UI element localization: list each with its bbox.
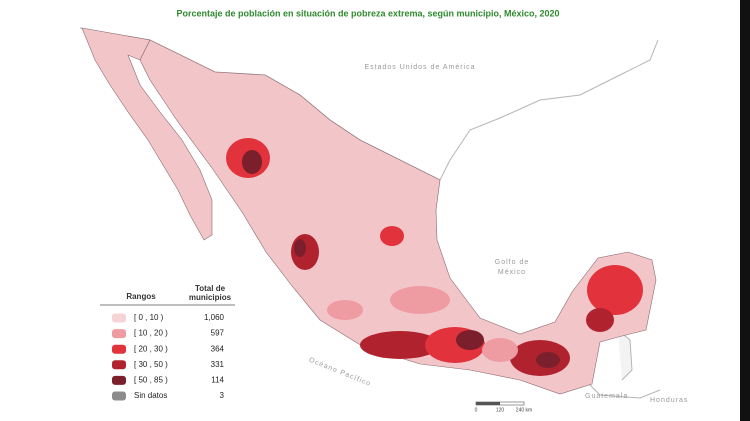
legend-swatch [112, 329, 126, 339]
legend-swatch [112, 360, 126, 370]
scale-label: 120 [496, 407, 505, 413]
usa-label: Estados Unidos de América [365, 64, 476, 71]
area [587, 265, 643, 315]
guatemala-label: Guatemala [585, 393, 628, 400]
area [242, 150, 262, 174]
legend: Rangos Total de municipios [ 0 , 10 ) 1,0… [100, 284, 235, 401]
legend-range: Sin datos [134, 391, 167, 400]
area [360, 331, 440, 359]
legend-count: 3 [220, 391, 225, 400]
legend-range: [ 20 , 30 ) [134, 344, 168, 353]
legend-header: Total de [195, 284, 226, 293]
area [294, 239, 306, 257]
gulf-label: México [498, 269, 526, 276]
legend-header: municipios [189, 293, 232, 302]
poverty-areas [226, 138, 643, 376]
legend-count: 364 [211, 344, 225, 353]
honduras-label: Honduras [650, 397, 688, 404]
legend-count: 114 [211, 376, 224, 385]
area [586, 308, 614, 332]
area [482, 338, 518, 362]
legend-range: [ 10 , 20 ) [134, 329, 168, 338]
map-title: Porcentaje de población en situación de … [176, 8, 559, 18]
legend-range: [ 50 , 85 ) [134, 376, 168, 385]
legend-range: [ 0 , 10 ) [134, 313, 164, 322]
legend-count: 597 [211, 329, 225, 338]
legend-count: 331 [211, 360, 225, 369]
baja-california [81, 27, 213, 241]
scale-label: 240 km [516, 407, 532, 413]
legend-swatch [112, 344, 126, 354]
mexico-mainland [139, 39, 657, 395]
edge-bar [740, 0, 750, 421]
gulf-label: Golfo de [495, 259, 529, 266]
area [380, 226, 404, 246]
central-america-outline [589, 384, 661, 399]
area [536, 352, 560, 368]
legend-swatch [112, 313, 126, 323]
scale-rect [476, 402, 500, 405]
legend-header: Rangos [126, 292, 156, 301]
area [390, 286, 450, 314]
scale-bar: 0 120 240 km [475, 401, 532, 413]
legend-range: [ 30 , 50 ) [134, 360, 168, 369]
scale-label: 0 [475, 407, 478, 413]
legend-swatch [112, 375, 126, 385]
area [327, 300, 363, 320]
legend-swatch [112, 391, 126, 401]
area [456, 330, 484, 350]
legend-count: 1,060 [204, 313, 225, 322]
